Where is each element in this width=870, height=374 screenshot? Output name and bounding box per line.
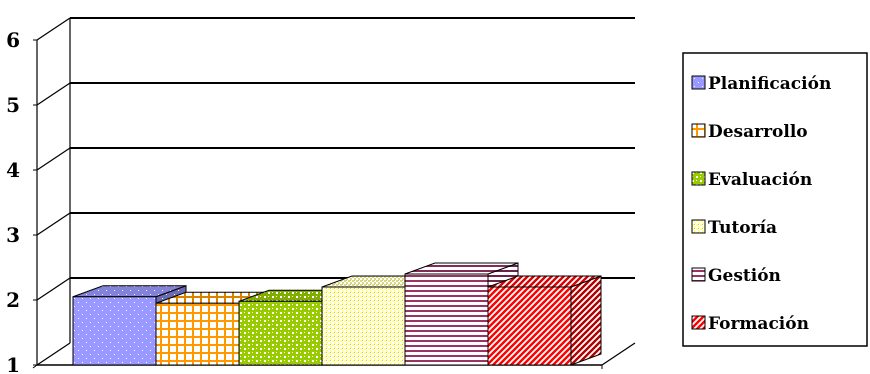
bar-formación bbox=[487, 275, 602, 366]
bar-front bbox=[238, 300, 323, 366]
legend-label: Desarrollo bbox=[708, 122, 808, 142]
bar-front bbox=[155, 302, 240, 366]
legend-box bbox=[682, 52, 868, 347]
legend-swatch bbox=[691, 267, 706, 282]
legend-label: Formación bbox=[708, 314, 809, 334]
legend-label: Evaluación bbox=[708, 170, 812, 190]
legend-item: Evaluación bbox=[691, 170, 812, 190]
y-tick-label: 2 bbox=[6, 288, 20, 312]
floor-edge bbox=[601, 342, 636, 366]
grid-diagonal bbox=[36, 147, 71, 171]
grid-diagonal bbox=[36, 17, 71, 41]
bar-front bbox=[72, 296, 157, 366]
legend-swatch bbox=[691, 315, 706, 330]
y-tick-label: 1 bbox=[6, 353, 20, 374]
grid-diagonal bbox=[36, 277, 71, 301]
bars bbox=[72, 262, 602, 366]
grid-diagonal bbox=[36, 342, 71, 366]
grid-diagonal bbox=[36, 212, 71, 236]
y-tick-label: 4 bbox=[6, 158, 20, 182]
legend-label: Planificación bbox=[708, 74, 831, 94]
grid-diagonal bbox=[36, 82, 71, 106]
legend-label: Tutoría bbox=[708, 218, 777, 238]
bar-front bbox=[321, 286, 406, 366]
legend-item: Planificación bbox=[691, 74, 831, 94]
bar-side bbox=[570, 275, 602, 366]
legend-label: Gestión bbox=[708, 266, 781, 286]
legend-item: Gestión bbox=[691, 266, 781, 286]
legend-swatch bbox=[691, 75, 706, 90]
legend-swatch bbox=[691, 171, 706, 186]
bar-front bbox=[404, 273, 489, 366]
legend-item: Desarrollo bbox=[691, 122, 808, 142]
y-tick-label: 5 bbox=[6, 93, 20, 117]
y-axis: 1 2 3 4 5 6 bbox=[6, 28, 37, 374]
bar-front bbox=[487, 286, 572, 366]
legend-swatch bbox=[691, 219, 706, 234]
y-tick-label: 3 bbox=[6, 223, 20, 247]
legend-item: Formación bbox=[691, 314, 809, 334]
legend: Planificación Desarrollo Evaluación Tutoría… bbox=[682, 52, 868, 347]
y-tick-label: 6 bbox=[6, 28, 20, 52]
legend-swatch bbox=[691, 123, 706, 138]
legend-item: Tutoría bbox=[691, 218, 777, 238]
